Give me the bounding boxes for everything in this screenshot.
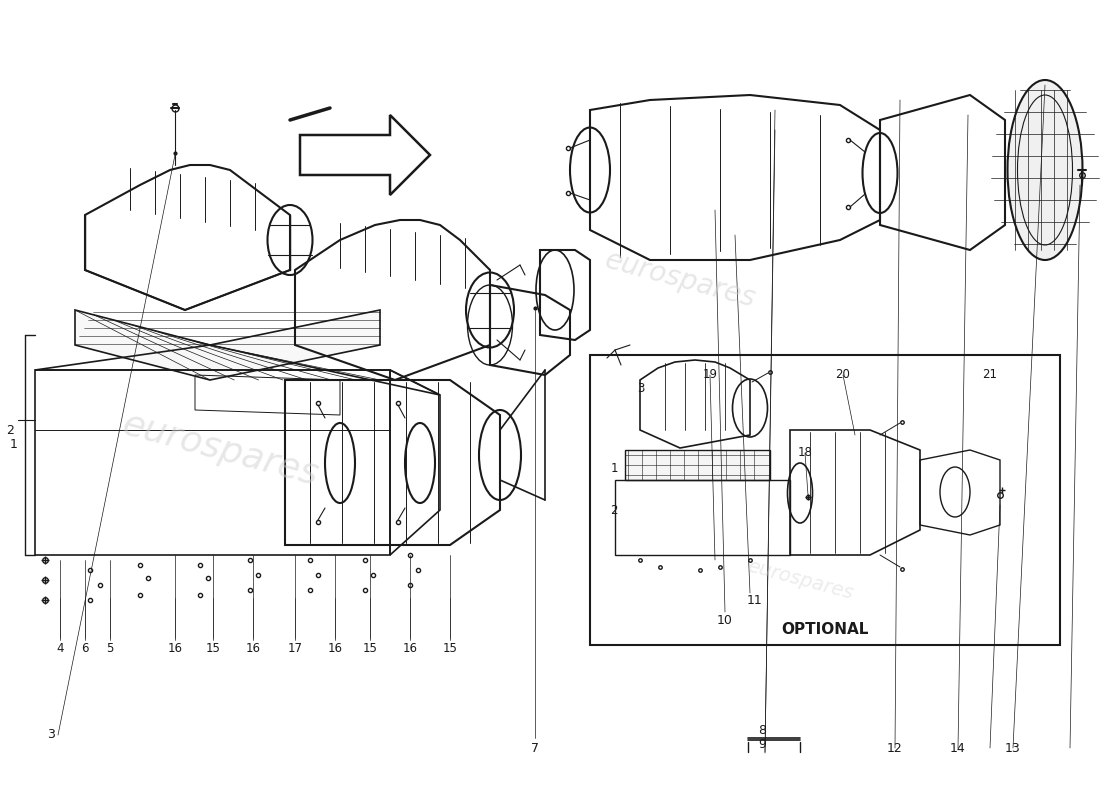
Text: 8: 8 [758, 723, 766, 737]
Text: eurospares: eurospares [118, 407, 322, 493]
Text: 9: 9 [758, 738, 766, 751]
Text: 2: 2 [610, 503, 618, 517]
Text: 2: 2 [7, 423, 14, 437]
Text: OPTIONAL: OPTIONAL [781, 622, 869, 638]
Text: 21: 21 [982, 369, 998, 382]
Text: 13: 13 [1005, 742, 1021, 754]
Text: 3: 3 [637, 382, 645, 394]
Text: 19: 19 [703, 369, 717, 382]
Text: eurospares: eurospares [602, 246, 759, 314]
Polygon shape [300, 115, 430, 195]
Text: 5: 5 [107, 642, 113, 654]
Text: 16: 16 [403, 642, 418, 654]
Ellipse shape [1008, 80, 1082, 260]
Polygon shape [625, 450, 770, 480]
Text: 18: 18 [798, 446, 813, 459]
Text: 15: 15 [442, 642, 458, 654]
Text: 10: 10 [717, 614, 733, 626]
Text: 15: 15 [206, 642, 220, 654]
Text: eurospares: eurospares [745, 557, 855, 603]
Text: 16: 16 [245, 642, 261, 654]
Polygon shape [75, 310, 380, 380]
Text: 15: 15 [363, 642, 377, 654]
Text: 7: 7 [531, 742, 539, 754]
Text: 14: 14 [950, 742, 966, 754]
Text: 17: 17 [287, 642, 303, 654]
Bar [590, 355, 1060, 645]
Text: 4: 4 [56, 642, 64, 654]
Text: 20: 20 [836, 369, 850, 382]
Text: 1: 1 [610, 462, 618, 474]
Text: 16: 16 [167, 642, 183, 654]
Text: 16: 16 [328, 642, 342, 654]
Text: 3: 3 [47, 729, 55, 742]
Text: 1: 1 [10, 438, 18, 451]
Text: 12: 12 [887, 742, 903, 754]
Text: 11: 11 [747, 594, 763, 606]
Text: 6: 6 [81, 642, 89, 654]
